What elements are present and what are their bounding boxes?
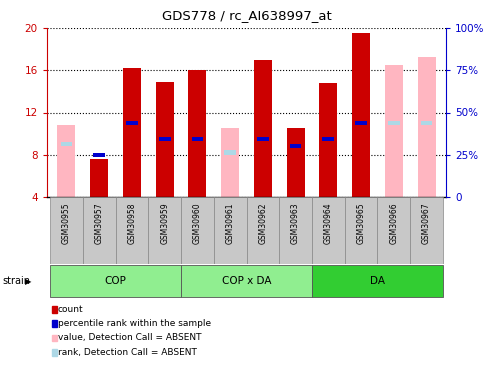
- Bar: [148, 197, 181, 264]
- Bar: [90, 159, 108, 197]
- Bar: [388, 121, 400, 125]
- Bar: [159, 137, 171, 141]
- Bar: [50, 266, 181, 297]
- Text: GDS778 / rc_AI638997_at: GDS778 / rc_AI638997_at: [162, 9, 331, 22]
- Text: DA: DA: [370, 276, 385, 286]
- Bar: [115, 197, 148, 264]
- Text: count: count: [58, 305, 83, 314]
- Bar: [221, 128, 239, 197]
- Text: GSM30963: GSM30963: [291, 202, 300, 244]
- Bar: [385, 65, 403, 197]
- Bar: [246, 197, 279, 264]
- Bar: [181, 266, 312, 297]
- Text: GSM30962: GSM30962: [258, 202, 267, 244]
- Bar: [345, 197, 378, 264]
- Text: value, Detection Call = ABSENT: value, Detection Call = ABSENT: [58, 333, 201, 342]
- Bar: [224, 150, 236, 154]
- Text: ▶: ▶: [25, 277, 32, 286]
- Text: GSM30958: GSM30958: [127, 202, 137, 244]
- Bar: [93, 153, 105, 157]
- Bar: [418, 57, 435, 197]
- Bar: [286, 128, 305, 197]
- Text: COP x DA: COP x DA: [222, 276, 271, 286]
- Bar: [312, 197, 345, 264]
- Text: GSM30959: GSM30959: [160, 202, 169, 244]
- Bar: [352, 33, 370, 197]
- Bar: [279, 197, 312, 264]
- Bar: [156, 82, 174, 197]
- Text: GSM30961: GSM30961: [226, 202, 235, 244]
- Text: rank, Detection Call = ABSENT: rank, Detection Call = ABSENT: [58, 348, 196, 357]
- Text: GSM30955: GSM30955: [62, 202, 71, 244]
- Bar: [61, 142, 72, 146]
- Bar: [421, 121, 432, 125]
- Bar: [50, 197, 83, 264]
- Text: GSM30964: GSM30964: [324, 202, 333, 244]
- Bar: [188, 70, 207, 197]
- Bar: [181, 197, 214, 264]
- Bar: [378, 197, 410, 264]
- Text: GSM30967: GSM30967: [422, 202, 431, 244]
- Bar: [322, 137, 334, 141]
- Bar: [254, 60, 272, 197]
- Text: GSM30966: GSM30966: [389, 202, 398, 244]
- Bar: [355, 121, 367, 125]
- Bar: [214, 197, 246, 264]
- Bar: [319, 83, 337, 197]
- Bar: [83, 197, 115, 264]
- Text: GSM30965: GSM30965: [356, 202, 366, 244]
- Bar: [126, 121, 138, 125]
- Text: GSM30957: GSM30957: [95, 202, 104, 244]
- Text: strain: strain: [2, 276, 31, 286]
- Bar: [192, 137, 203, 141]
- Bar: [290, 144, 301, 148]
- Bar: [312, 266, 443, 297]
- Text: GSM30960: GSM30960: [193, 202, 202, 244]
- Bar: [58, 125, 75, 197]
- Bar: [410, 197, 443, 264]
- Bar: [257, 137, 269, 141]
- Text: COP: COP: [105, 276, 127, 286]
- Bar: [123, 68, 141, 197]
- Text: percentile rank within the sample: percentile rank within the sample: [58, 319, 211, 328]
